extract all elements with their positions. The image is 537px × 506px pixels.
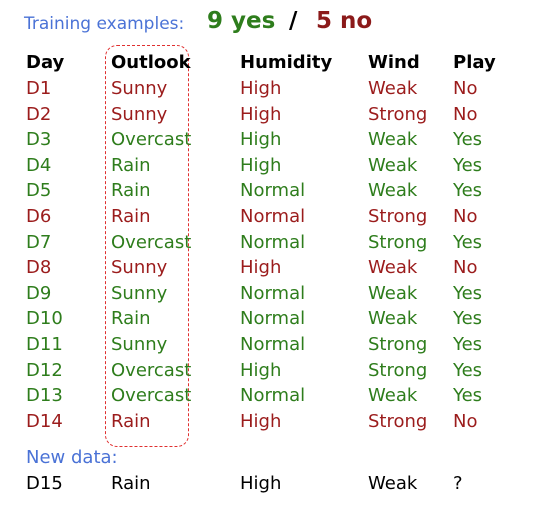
cell-play: Yes [453, 232, 483, 253]
cell-play: Yes [453, 360, 483, 381]
header-play: Play [453, 52, 496, 73]
cell-outlook: Rain [111, 308, 151, 329]
cell-play: No [453, 206, 478, 227]
cell-wind: Weak [368, 129, 418, 150]
header-day: Day [26, 52, 65, 73]
header-outlook: Outlook [111, 52, 191, 73]
cell-day: D14 [26, 411, 63, 432]
cell-day: D7 [26, 232, 52, 253]
cell-wind: Strong [368, 206, 428, 227]
cell-play: Yes [453, 283, 483, 304]
cell-wind: Weak [368, 78, 418, 99]
cell-humidity: High [240, 104, 282, 125]
cell-day: D8 [26, 257, 52, 278]
cell-humidity: Normal [240, 385, 306, 406]
cell-day: D1 [26, 78, 52, 99]
cell-play: Yes [453, 334, 483, 355]
cell-day: D9 [26, 283, 52, 304]
cell-humidity: High [240, 155, 282, 176]
cell-humidity: Normal [240, 206, 306, 227]
cell-outlook: Sunny [111, 334, 168, 355]
cell-humidity: Normal [240, 232, 306, 253]
cell-outlook: Sunny [111, 78, 168, 99]
cell-wind: Weak [368, 257, 418, 278]
cell-wind: Weak [368, 180, 418, 201]
cell-day: D3 [26, 129, 52, 150]
cell-play: Yes [453, 385, 483, 406]
cell-wind: Weak [368, 155, 418, 176]
cell-humidity: Normal [240, 308, 306, 329]
new-day: D15 [26, 473, 63, 494]
new-play: ? [453, 473, 463, 494]
cell-play: Yes [453, 129, 483, 150]
cell-outlook: Overcast [111, 360, 192, 381]
cell-outlook: Sunny [111, 104, 168, 125]
cell-play: No [453, 78, 478, 99]
cell-day: D4 [26, 155, 52, 176]
cell-humidity: High [240, 360, 282, 381]
cell-day: D12 [26, 360, 63, 381]
cell-outlook: Sunny [111, 257, 168, 278]
cell-outlook: Sunny [111, 283, 168, 304]
new-data-label: New data: [26, 447, 118, 468]
cell-outlook: Rain [111, 155, 151, 176]
cell-play: No [453, 104, 478, 125]
cell-humidity: High [240, 129, 282, 150]
cell-outlook: Overcast [111, 385, 192, 406]
cell-day: D6 [26, 206, 52, 227]
title-slash: / [289, 8, 298, 34]
cell-play: Yes [453, 308, 483, 329]
cell-wind: Weak [368, 308, 418, 329]
cell-wind: Strong [368, 334, 428, 355]
new-outlook: Rain [111, 473, 151, 494]
no-count: 5 no [316, 8, 373, 34]
cell-wind: Strong [368, 360, 428, 381]
cell-play: No [453, 257, 478, 278]
cell-outlook: Rain [111, 206, 151, 227]
new-humidity: High [240, 473, 282, 494]
header-wind: Wind [368, 52, 420, 73]
outlook-highlight-box [105, 45, 189, 447]
cell-play: No [453, 411, 478, 432]
new-wind: Weak [368, 473, 418, 494]
cell-humidity: High [240, 257, 282, 278]
cell-wind: Strong [368, 104, 428, 125]
cell-wind: Weak [368, 283, 418, 304]
cell-humidity: Normal [240, 283, 306, 304]
cell-wind: Weak [368, 385, 418, 406]
cell-outlook: Overcast [111, 129, 192, 150]
header-humidity: Humidity [240, 52, 333, 73]
training-examples-label: Training examples: [24, 14, 185, 34]
cell-play: Yes [453, 180, 483, 201]
cell-wind: Strong [368, 411, 428, 432]
cell-humidity: Normal [240, 334, 306, 355]
cell-day: D5 [26, 180, 52, 201]
yes-count: 9 yes [207, 8, 276, 34]
cell-humidity: High [240, 78, 282, 99]
cell-play: Yes [453, 155, 483, 176]
cell-day: D2 [26, 104, 52, 125]
cell-outlook: Rain [111, 180, 151, 201]
cell-day: D11 [26, 334, 63, 355]
cell-humidity: High [240, 411, 282, 432]
cell-outlook: Rain [111, 411, 151, 432]
cell-day: D13 [26, 385, 63, 406]
cell-day: D10 [26, 308, 63, 329]
cell-humidity: Normal [240, 180, 306, 201]
cell-wind: Strong [368, 232, 428, 253]
cell-outlook: Overcast [111, 232, 192, 253]
